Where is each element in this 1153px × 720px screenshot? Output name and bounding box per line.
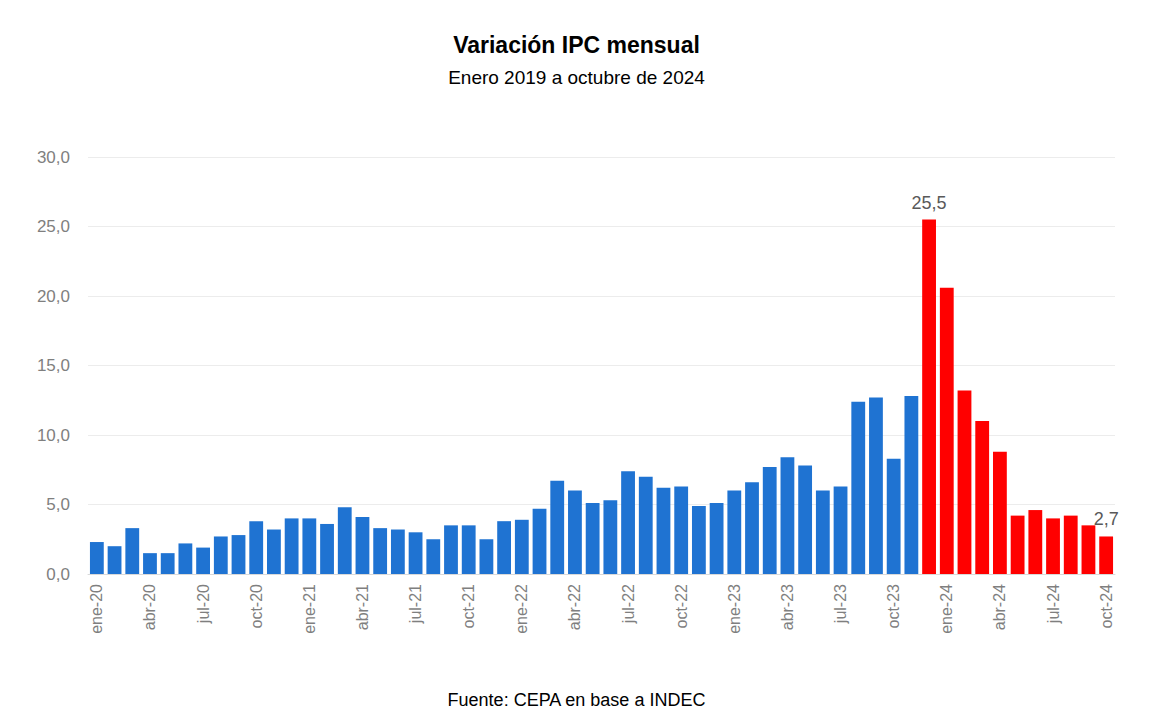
svg-text:ene-23: ene-23 xyxy=(726,584,743,634)
svg-text:jul-20: jul-20 xyxy=(195,584,212,624)
svg-text:oct-24: oct-24 xyxy=(1098,584,1115,629)
svg-text:ene-22: ene-22 xyxy=(513,584,530,634)
svg-text:25,0: 25,0 xyxy=(37,217,70,236)
svg-text:jul-23: jul-23 xyxy=(832,584,849,624)
svg-text:Fuente: CEPA en base a INDEC: Fuente: CEPA en base a INDEC xyxy=(448,690,706,710)
svg-text:Variación IPC mensual: Variación IPC mensual xyxy=(453,32,700,58)
svg-text:jul-22: jul-22 xyxy=(620,584,637,624)
svg-text:abr-20: abr-20 xyxy=(141,584,158,630)
svg-text:ene-24: ene-24 xyxy=(938,584,955,634)
svg-text:15,0: 15,0 xyxy=(37,356,70,375)
svg-text:ene-21: ene-21 xyxy=(301,584,318,634)
svg-text:oct-22: oct-22 xyxy=(673,584,690,629)
svg-text:abr-24: abr-24 xyxy=(991,584,1008,630)
svg-text:oct-21: oct-21 xyxy=(460,584,477,629)
svg-text:20,0: 20,0 xyxy=(37,287,70,306)
svg-text:jul-24: jul-24 xyxy=(1045,584,1062,624)
svg-text:jul-21: jul-21 xyxy=(407,584,424,624)
svg-text:5,0: 5,0 xyxy=(46,495,70,514)
svg-text:0,0: 0,0 xyxy=(46,565,70,584)
svg-text:25,5: 25,5 xyxy=(912,193,947,213)
svg-text:abr-21: abr-21 xyxy=(354,584,371,630)
svg-text:ene-20: ene-20 xyxy=(88,584,105,634)
svg-text:abr-22: abr-22 xyxy=(566,584,583,630)
svg-text:oct-20: oct-20 xyxy=(248,584,265,629)
svg-text:10,0: 10,0 xyxy=(37,426,70,445)
svg-text:2,7: 2,7 xyxy=(1094,509,1119,529)
svg-text:30,0: 30,0 xyxy=(37,148,70,167)
svg-text:oct-23: oct-23 xyxy=(885,584,902,629)
svg-text:abr-23: abr-23 xyxy=(779,584,796,630)
svg-text:Enero 2019 a octubre de 2024: Enero 2019 a octubre de 2024 xyxy=(448,67,705,88)
